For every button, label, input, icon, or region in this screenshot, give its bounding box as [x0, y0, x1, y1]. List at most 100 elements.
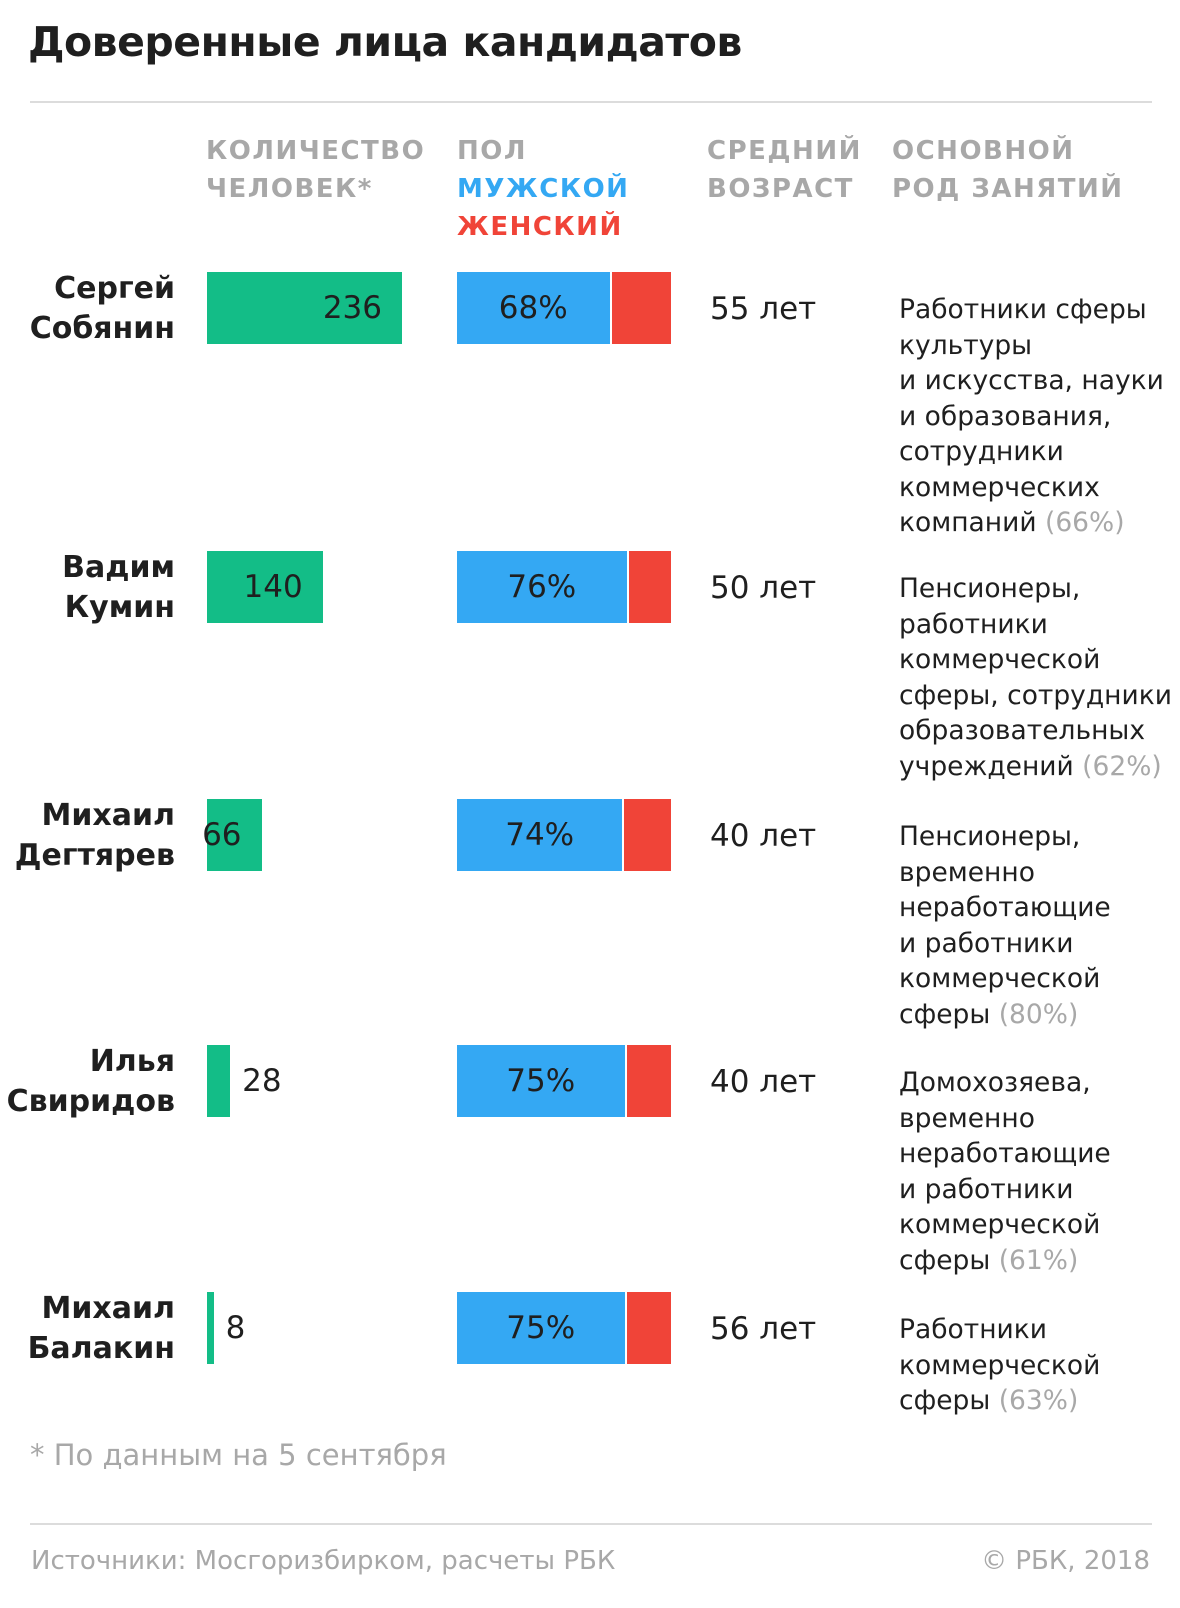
occupation-line: Работники	[899, 1312, 1179, 1348]
occupation-line: сотрудники	[899, 434, 1179, 470]
occupation-line-text: коммерческой	[899, 1209, 1101, 1240]
occupation-line-text: культуры	[899, 329, 1033, 361]
female-share-segment	[611, 272, 671, 344]
gender-bar: 75%	[457, 1292, 671, 1364]
occupation-line-text: сотрудники	[899, 436, 1064, 467]
occupation-line: неработающие	[899, 1136, 1179, 1172]
occupation-share: (63%)	[998, 1385, 1079, 1416]
header-occupation-line-2: РОД ЗАНЯТИЙ	[892, 174, 1124, 204]
count-bar	[207, 272, 402, 344]
male-share-label: 68%	[498, 290, 568, 326]
candidate-name-line: Собянин	[29, 311, 175, 346]
occupation-line-text: работники	[899, 608, 1048, 640]
female-share-segment	[628, 551, 671, 623]
average-age: 56 лет	[710, 1311, 817, 1347]
candidate-name-line: Михаил	[41, 798, 175, 833]
header-count-line-2: ЧЕЛОВЕК*	[206, 174, 373, 204]
occupation-line-text: коммерческой	[899, 963, 1101, 994]
gender-bar: 75%	[457, 1045, 671, 1117]
candidate-name: Сергей Собянин	[30, 269, 175, 349]
header-gender: ПОЛ МУЖСКОЙ ЖЕНСКИЙ	[457, 132, 629, 246]
occupation-line: Пенсионеры,	[899, 819, 1179, 855]
header-count: КОЛИЧЕСТВО ЧЕЛОВЕК*	[206, 132, 425, 208]
occupation-text: Работники сферы культуры и искусства, наук…	[899, 292, 1179, 541]
occupation-line: сферы (63%)	[899, 1383, 1179, 1419]
male-share-segment: 75%	[457, 1045, 627, 1117]
candidate-name: Вадим Кумин	[62, 548, 175, 628]
occupation-line-text: образовательных	[899, 715, 1146, 746]
candidate-name: Илья Свиридов	[7, 1042, 175, 1122]
male-share-label: 74%	[505, 817, 575, 853]
candidate-name: Михаил Балакин	[28, 1289, 175, 1369]
male-share-segment: 75%	[457, 1292, 627, 1364]
occupation-line-text: и искусства, науки	[899, 365, 1164, 396]
occupation-line: Работники сферы	[899, 292, 1179, 328]
occupation-line-text: сферы	[899, 1385, 991, 1416]
candidate-name-line: Свиридов	[6, 1084, 175, 1119]
chart-title: Доверенные лица кандидатов	[28, 18, 742, 66]
occupation-line: Домохозяева,	[899, 1065, 1179, 1101]
count-bar	[207, 1292, 214, 1364]
male-share-segment: 68%	[457, 272, 612, 344]
occupation-line-text: и образования,	[899, 400, 1112, 432]
occupation-line-text: компаний	[899, 507, 1037, 538]
count-value-label: 66	[202, 817, 242, 853]
occupation-line-text: коммерческой	[899, 644, 1101, 675]
occupation-line: коммерческой	[899, 1348, 1179, 1384]
occupation-text: Домохозяева, временно неработающие и работн…	[899, 1065, 1179, 1278]
legend-male: МУЖСКОЙ	[457, 174, 630, 204]
count-value-label: 8	[225, 1310, 246, 1346]
occupation-share: (66%)	[1044, 507, 1125, 538]
candidate-name-line: Вадим	[62, 550, 175, 585]
occupation-line-text: коммерческой	[899, 1349, 1101, 1381]
occupation-line-text: неработающие	[899, 892, 1111, 923]
bottom-divider	[30, 1523, 1152, 1525]
count-bar	[207, 1045, 231, 1117]
occupation-line-text: сферы, сотрудники	[899, 679, 1172, 711]
occupation-line: коммерческих	[899, 470, 1179, 506]
count-bar	[207, 551, 323, 623]
occupation-line: Пенсионеры,	[899, 571, 1179, 607]
occupation-share: (61%)	[998, 1244, 1079, 1276]
occupation-line-text: учреждений	[899, 750, 1074, 782]
occupation-line-text: сферы	[899, 1244, 991, 1276]
candidate-name-line: Кумин	[64, 590, 175, 625]
gender-bar: 74%	[457, 799, 671, 871]
occupation-line: работники	[899, 607, 1179, 643]
occupation-line: временно	[899, 1101, 1179, 1137]
header-gender-label: ПОЛ	[457, 136, 527, 166]
copyright: © РБК, 2018	[981, 1546, 1150, 1576]
occupation-line-text: и работники	[899, 927, 1074, 959]
candidate-name-line: Илья	[89, 1044, 175, 1079]
average-age: 40 лет	[710, 818, 817, 854]
female-share-segment	[626, 1045, 671, 1117]
occupation-line: и работники	[899, 926, 1179, 962]
average-age: 50 лет	[710, 570, 817, 606]
candidate-name-line: Дегтярев	[14, 838, 175, 873]
count-bar	[207, 799, 262, 871]
occupation-line-text: неработающие	[899, 1138, 1111, 1169]
occupation-line: коммерческой	[899, 642, 1179, 678]
occupation-line: коммерческой	[899, 1207, 1179, 1243]
occupation-line-text: Пенсионеры,	[899, 821, 1081, 852]
header-age: СРЕДНИЙ ВОЗРАСТ	[707, 132, 862, 208]
footnote: * По данным на 5 сентября	[30, 1438, 447, 1472]
count-value-label: 140	[243, 569, 303, 605]
header-age-line-1: СРЕДНИЙ	[707, 136, 862, 166]
occupation-line-text: и работники	[899, 1173, 1074, 1205]
occupation-line: образовательных	[899, 713, 1179, 749]
occupation-line-text: Домохозяева,	[899, 1067, 1091, 1098]
occupation-line-text: временно	[899, 856, 1035, 888]
gender-bar: 76%	[457, 551, 671, 623]
occupation-line-text: Работники	[899, 1314, 1047, 1345]
gender-bar: 68%	[457, 272, 671, 344]
candidate-name-line: Балакин	[27, 1331, 175, 1366]
occupation-text: Пенсионеры, работники коммерческой сферы, с…	[899, 571, 1179, 784]
occupation-line: коммерческой	[899, 961, 1179, 997]
header-occupation: ОСНОВНОЙ РОД ЗАНЯТИЙ	[892, 132, 1124, 208]
header-occupation-line-1: ОСНОВНОЙ	[892, 136, 1075, 166]
occupation-text: Пенсионеры, временно неработающие и работни…	[899, 819, 1179, 1032]
header-count-line-1: КОЛИЧЕСТВО	[206, 136, 426, 166]
occupation-line-text: сферы	[899, 998, 991, 1030]
male-share-label: 75%	[506, 1063, 576, 1099]
